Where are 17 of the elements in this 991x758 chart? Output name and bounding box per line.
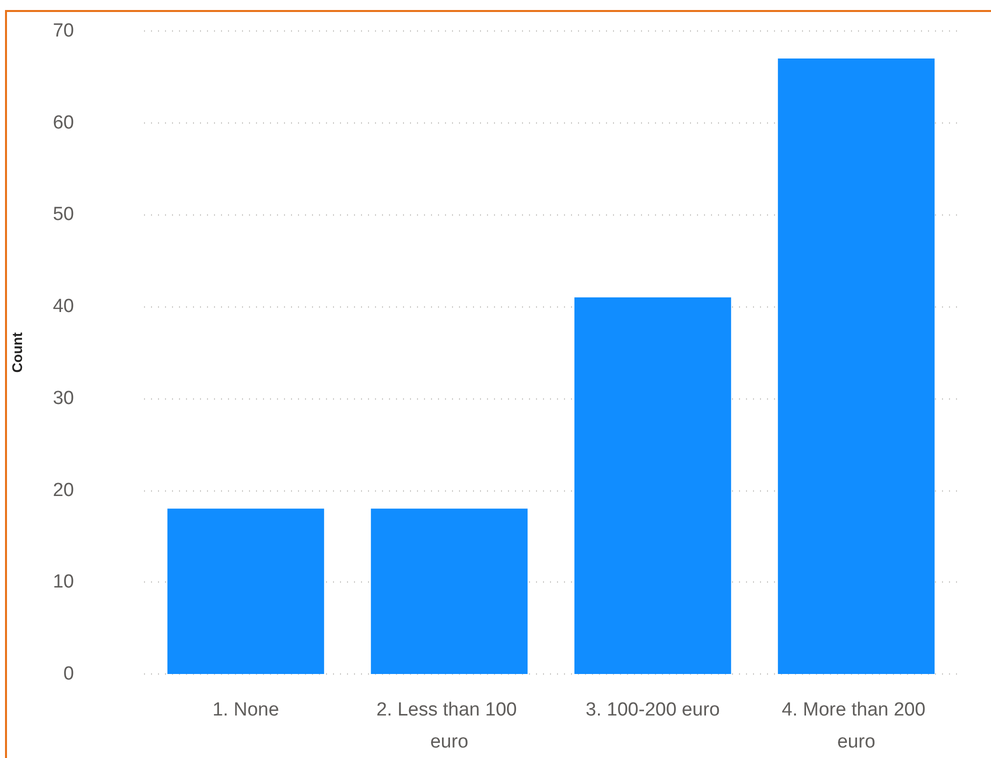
x-tick-label: 4. More than 200 euro — [782, 700, 931, 752]
bar — [778, 58, 935, 674]
bar — [574, 297, 732, 674]
y-axis-title: Count — [9, 332, 25, 373]
x-tick-label: 3. 100-200 euro — [586, 700, 720, 720]
y-tick-label: 20 — [52, 480, 74, 501]
bar — [167, 508, 324, 674]
bar — [370, 508, 528, 674]
y-tick-label: 0 — [63, 664, 74, 684]
y-tick-label: 30 — [52, 388, 74, 409]
y-tick-label: 70 — [52, 20, 74, 42]
y-tick-label: 60 — [52, 112, 74, 134]
y-tick-label: 40 — [52, 296, 74, 318]
y-tick-label: 10 — [52, 572, 74, 593]
x-tick-label: 1. None — [212, 700, 280, 720]
y-tick-label: 50 — [52, 204, 74, 226]
x-tick-label: 2. Less than 100 euro — [376, 700, 522, 752]
